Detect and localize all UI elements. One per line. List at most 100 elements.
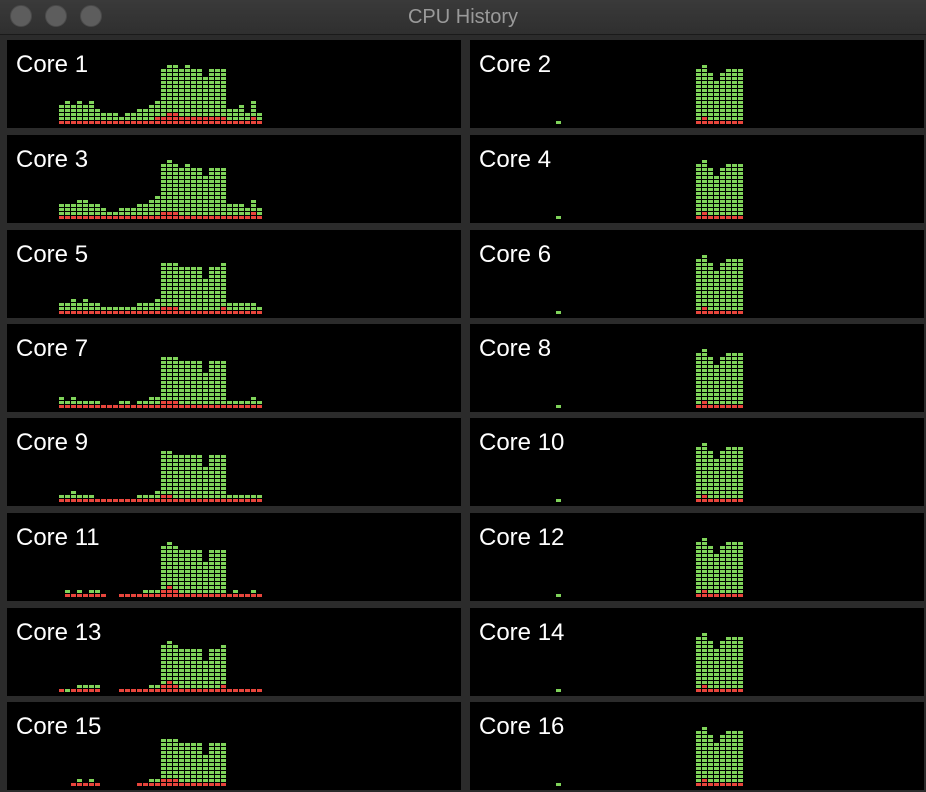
user-load-block [209,97,214,100]
user-load-block [209,168,214,171]
user-load-block [702,467,707,470]
user-load-block [714,743,719,746]
user-load-block [197,487,202,490]
user-load-block [720,89,725,92]
user-load-block [245,113,250,116]
user-load-block [167,77,172,80]
user-load-block [167,180,172,183]
user-load-block [119,212,124,215]
user-load-block [215,287,220,290]
user-load-block [732,775,737,778]
system-load-block [107,311,112,314]
user-load-block [738,101,743,104]
user-load-block [221,69,226,72]
user-load-block [726,77,731,80]
user-load-block [203,291,208,294]
user-load-block [209,550,214,553]
user-load-block [738,81,743,84]
user-load-block [221,645,226,648]
user-load-block [708,767,713,770]
user-load-block [197,200,202,203]
user-load-block [167,570,172,573]
user-load-block [702,475,707,478]
zoom-button[interactable] [80,5,102,27]
system-load-block [251,216,256,219]
user-load-block [161,204,166,207]
system-load-block [155,216,160,219]
user-load-block [173,397,178,400]
system-load-block [714,594,719,597]
user-load-block [221,570,226,573]
user-load-block [203,192,208,195]
user-load-block [89,204,94,207]
user-load-block [203,759,208,762]
system-load-block [738,405,743,408]
user-load-block [732,755,737,758]
minimize-button[interactable] [45,5,67,27]
system-load-block [221,499,226,502]
user-load-block [131,113,136,116]
system-load-block [708,594,713,597]
user-load-block [209,77,214,80]
user-load-block [708,669,713,672]
system-load-block [167,495,172,498]
user-load-block [714,377,719,380]
user-load-block [738,117,743,120]
user-load-block [179,743,184,746]
user-load-block [696,483,701,486]
system-load-block [209,117,214,120]
system-load-block [185,783,190,786]
user-load-block [197,97,202,100]
system-load-block [702,401,707,404]
user-load-block [696,385,701,388]
user-load-block [185,69,190,72]
user-load-block [155,397,160,400]
user-load-block [702,105,707,108]
user-load-block [738,554,743,557]
user-load-block [155,685,160,688]
system-load-block [65,405,70,408]
user-load-block [732,263,737,266]
user-load-block [720,377,725,380]
system-load-block [143,689,148,692]
user-load-block [209,369,214,372]
user-load-block [732,570,737,573]
user-load-block [732,771,737,774]
user-load-block [173,263,178,266]
user-load-block [215,467,220,470]
user-load-block [702,677,707,680]
user-load-block [83,299,88,302]
user-load-block [696,192,701,195]
user-load-block [696,117,701,120]
user-load-block [720,303,725,306]
core-label: Core 14 [479,619,565,646]
user-load-block [161,747,166,750]
user-load-block [167,653,172,656]
user-load-block [143,117,148,120]
user-load-block [197,184,202,187]
system-load-block [203,689,208,692]
user-load-block [738,271,743,274]
user-load-block [167,385,172,388]
user-load-block [161,295,166,298]
user-load-block [191,295,196,298]
system-load-block [167,779,172,782]
user-load-block [197,574,202,577]
close-button[interactable] [10,5,32,27]
user-load-block [203,307,208,310]
system-load-block [161,405,166,408]
core-panel: Core 4 [470,135,924,223]
user-load-block [179,487,184,490]
user-load-block [185,196,190,199]
user-load-block [95,208,100,211]
user-load-block [732,361,737,364]
system-load-block [708,311,713,314]
system-load-block [149,405,154,408]
system-load-block [161,216,166,219]
user-load-block [161,558,166,561]
title-bar[interactable]: CPU History [0,0,926,35]
user-load-block [161,661,166,664]
user-load-block [702,393,707,396]
user-load-block [696,307,701,310]
user-load-block [149,212,154,215]
